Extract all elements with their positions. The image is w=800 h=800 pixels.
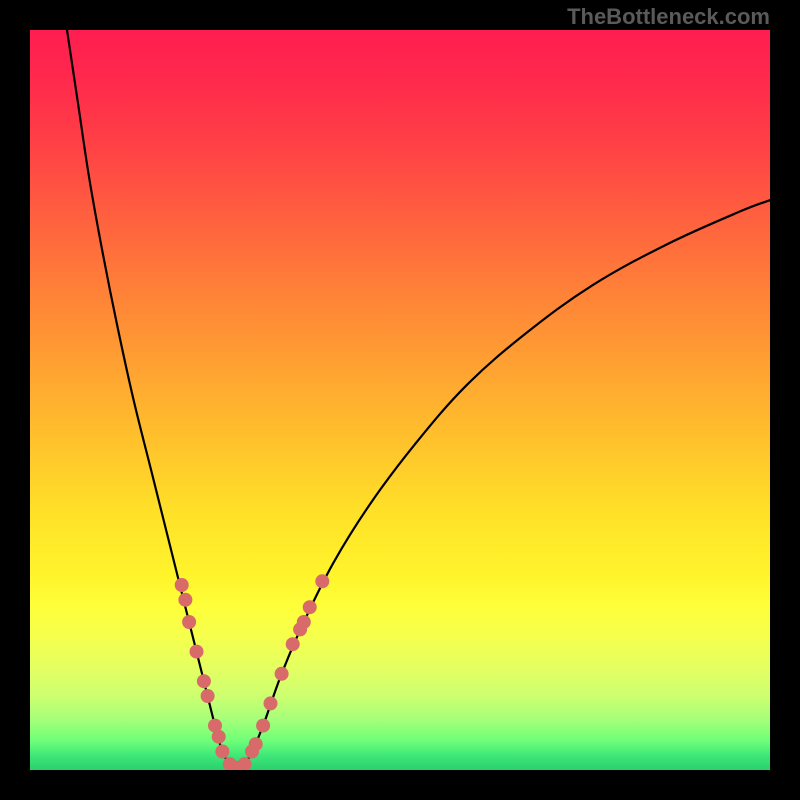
data-marker bbox=[256, 719, 270, 733]
data-marker bbox=[264, 696, 278, 710]
chart-container: TheBottleneck.com bbox=[0, 0, 800, 800]
plot-area bbox=[30, 30, 770, 770]
data-marker bbox=[197, 674, 211, 688]
data-marker bbox=[178, 593, 192, 607]
data-marker bbox=[215, 745, 229, 759]
curve-layer bbox=[30, 30, 770, 770]
data-marker bbox=[286, 637, 300, 651]
data-marker bbox=[212, 730, 226, 744]
data-marker bbox=[275, 667, 289, 681]
data-marker bbox=[201, 689, 215, 703]
data-marker bbox=[190, 645, 204, 659]
v-curve bbox=[67, 30, 770, 769]
data-marker bbox=[182, 615, 196, 629]
marker-group bbox=[175, 574, 330, 770]
data-marker bbox=[297, 615, 311, 629]
data-marker bbox=[303, 600, 317, 614]
watermark: TheBottleneck.com bbox=[567, 4, 770, 30]
data-marker bbox=[175, 578, 189, 592]
data-marker bbox=[238, 757, 252, 770]
data-marker bbox=[249, 737, 263, 751]
data-marker bbox=[315, 574, 329, 588]
